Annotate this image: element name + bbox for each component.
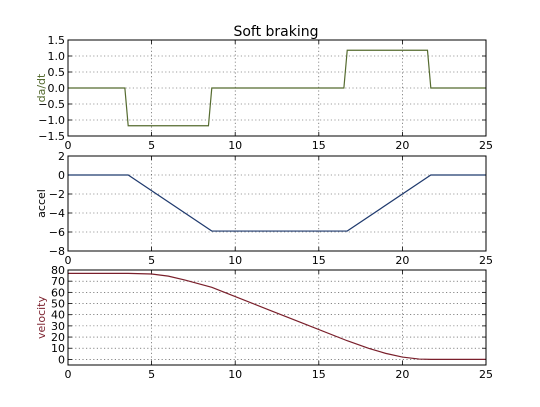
axes-frame — [67, 39, 487, 137]
chart-title: Soft braking — [233, 24, 318, 40]
y-tick-label: −4 — [49, 207, 65, 220]
y-axis-label: da/dt — [35, 73, 48, 102]
y-tick-label: 0 — [58, 169, 65, 182]
x-tick-label: 10 — [228, 254, 242, 267]
y-tick-label: 40 — [51, 309, 65, 322]
y-tick-label: 0.5 — [48, 66, 66, 79]
y-tick-label: 1.0 — [48, 50, 66, 63]
y-tick-label: 20 — [51, 331, 65, 344]
x-tick-label: 0 — [65, 139, 72, 152]
y-tick-label: −6 — [49, 226, 65, 239]
y-tick-label: 50 — [51, 298, 65, 311]
y-tick-label: −2 — [49, 188, 65, 201]
y-tick-label: 0 — [58, 353, 65, 366]
y-tick-label: −1.0 — [38, 114, 65, 127]
y-axis-label: accel — [35, 189, 48, 218]
x-tick-label: 15 — [312, 139, 326, 152]
axes-frame — [67, 155, 487, 252]
y-tick-label: 1.5 — [48, 34, 66, 47]
series-line-1 — [68, 49, 486, 127]
x-tick-label: 20 — [395, 254, 409, 267]
y-tick-label: 2 — [58, 150, 65, 163]
y-axis-label: velocity — [35, 296, 48, 339]
y-tick-label: −1.5 — [38, 130, 65, 143]
x-tick-label: 15 — [312, 368, 326, 381]
series-line-1 — [68, 272, 486, 361]
y-tick-label: 10 — [51, 342, 65, 355]
y-tick-label: −0.5 — [38, 98, 65, 111]
series-line-1 — [68, 174, 486, 232]
x-tick-label: 15 — [312, 254, 326, 267]
x-tick-label: 0 — [65, 368, 72, 381]
y-tick-label: 30 — [51, 320, 65, 333]
x-tick-label: 10 — [228, 139, 242, 152]
subplots: 0 5 10 15 20 251.51.00.50.0−0.5−1.0−1.5da/dt0… — [35, 34, 493, 381]
x-tick-label: 5 — [148, 139, 155, 152]
y-tick-label: −8 — [49, 245, 65, 258]
x-tick-label: 20 — [395, 139, 409, 152]
x-tick-label: 5 — [148, 368, 155, 381]
x-tick-label: 25 — [479, 139, 493, 152]
x-tick-label: 25 — [479, 254, 493, 267]
x-tick-label: 5 — [148, 254, 155, 267]
x-tick-label: 25 — [479, 368, 493, 381]
y-tick-label: 60 — [51, 286, 65, 299]
y-tick-label: 80 — [51, 264, 65, 277]
y-tick-label: 0.0 — [48, 82, 66, 95]
axes-frame — [67, 269, 487, 366]
subplot-1: 0 5 10 15 20 25 1.5 1.0 0.5 0.0 −0.5 −1.0 −1.5 da/dt — [35, 34, 493, 152]
x-tick-label: 0 — [65, 254, 72, 267]
x-tick-label: 10 — [228, 368, 242, 381]
y-tick-label: 70 — [51, 275, 65, 288]
x-tick-label: 20 — [395, 368, 409, 381]
